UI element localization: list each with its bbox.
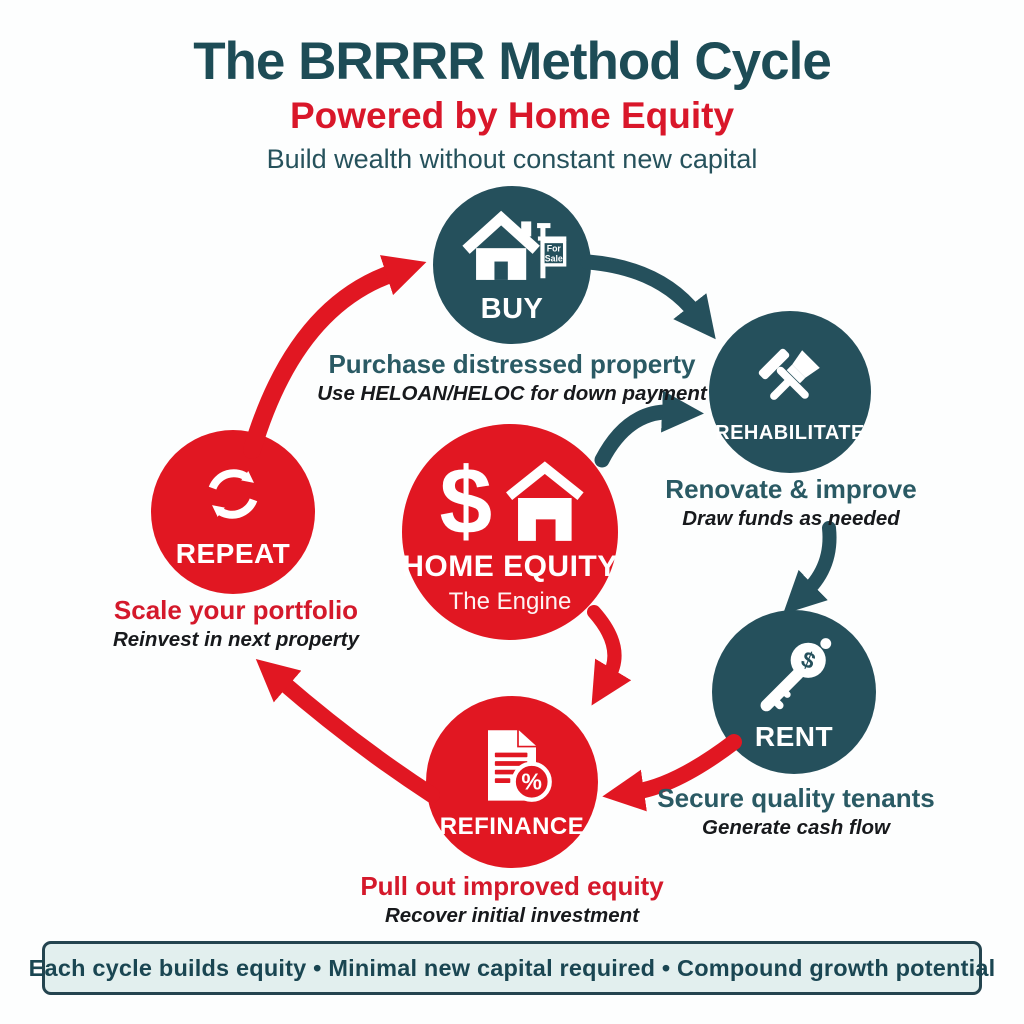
arrow-equity-to-refinance [587,605,632,706]
arrow-refinance-to-repeat [255,659,440,803]
caption-buy-main: Purchase distressed property [328,349,696,379]
step-circle-refinance: % REFINANCE [426,696,598,868]
step-circle-rehabilitate: REHABILITATE [709,311,871,473]
step-circle-buy: For Sale BUY [433,186,591,344]
svg-text:$: $ [439,449,492,548]
caption-rent-sub: Generate cash flow [702,816,890,840]
svg-text:%: % [521,768,542,794]
caption-repeat: Scale your portfolio Reinvest in next pr… [113,595,359,653]
step-circle-rent: $ RENT [712,610,876,774]
page-tagline: Build wealth without constant new capita… [266,144,758,175]
caption-repeat-sub: Reinvest in next property [112,628,360,652]
step-label-repeat: REPEAT [175,538,291,569]
caption-refinance-main: Pull out improved equity [360,871,664,901]
caption-buy: Purchase distressed property Use HELOAN/… [317,349,707,407]
hammer-paintbrush-icon [758,348,820,400]
arrow-rehabilitate-to-rent [782,521,837,615]
summary-banner-text: Each cycle builds equity • Minimal new c… [28,954,996,981]
page-title: The BRRRR Method Cycle [193,32,832,91]
caption-rehabilitate-main: Renovate & improve [665,474,917,504]
center-label: HOME EQUITY [402,550,618,583]
caption-rehabilitate-sub: Draw funds as needed [682,507,900,531]
caption-refinance-sub: Recover initial investment [384,904,640,928]
center-circle-home-equity: $ HOME EQUITY The Engine [402,424,618,640]
step-label-buy: BUY [480,293,544,325]
caption-refinance: Pull out improved equity Recover initial… [360,871,663,929]
dollar-key-icon: $ [760,638,832,712]
caption-rehabilitate: Renovate & improve Draw funds as needed [665,474,916,532]
center-sublabel: The Engine [448,588,572,615]
svg-text:Sale: Sale [545,254,563,264]
caption-rent: Secure quality tenants Generate cash flo… [657,783,934,841]
cycle-arrows-icon [208,469,258,519]
arrow-equity-to-rehabilitate [594,390,704,468]
page-subtitle: Powered by Home Equity [289,94,735,136]
caption-repeat-main: Scale your portfolio [113,595,359,625]
house-for-sale-icon: For Sale [462,210,567,280]
caption-rent-main: Secure quality tenants [657,783,935,813]
step-circle-repeat: REPEAT [151,430,315,594]
header: The BRRRR Method Cycle Powered by Home E… [0,34,1024,174]
svg-text:For: For [547,244,562,254]
step-label-rent: RENT [754,721,834,752]
step-label-refinance: REFINANCE [439,813,585,840]
document-percent-icon: % [488,730,552,802]
arrow-buy-to-rehabilitate [580,254,716,340]
caption-buy-sub: Use HELOAN/HELOC for down payment [317,382,707,406]
dollar-house-icon: $ [439,449,584,548]
summary-banner: Each cycle builds equity • Minimal new c… [29,941,995,995]
step-label-rehabilitate: REHABILITATE [715,422,865,444]
